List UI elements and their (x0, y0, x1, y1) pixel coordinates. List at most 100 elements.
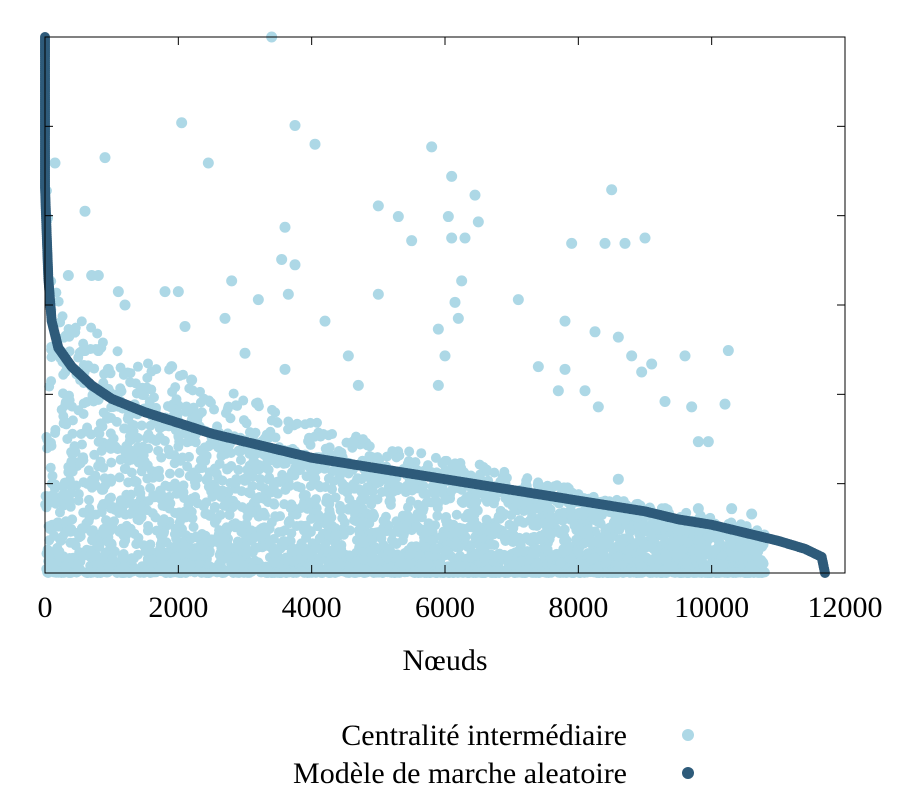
cloud-point (203, 481, 214, 492)
betweenness-point (449, 296, 461, 308)
cloud-point (284, 472, 295, 483)
cloud-point (222, 553, 233, 564)
cloud-point (592, 563, 603, 574)
cloud-point (78, 398, 89, 409)
cloud-point (460, 532, 471, 543)
cloud-point (169, 450, 180, 461)
cloud-point (443, 561, 454, 572)
cloud-point (321, 493, 332, 504)
betweenness-point (62, 270, 74, 282)
cloud-point (342, 487, 353, 498)
cloud-point (158, 528, 169, 539)
cloud-point (343, 468, 354, 479)
betweenness-point (579, 385, 591, 397)
betweenness-point (559, 315, 571, 327)
betweenness-point (252, 294, 264, 306)
cloud-point (120, 447, 131, 458)
cloud-point (249, 449, 260, 460)
cloud-point (47, 489, 58, 500)
cloud-point (186, 533, 197, 544)
cloud-point (493, 549, 504, 560)
cloud-point (50, 498, 61, 509)
cloud-point (284, 515, 295, 526)
cloud-point (499, 534, 510, 545)
betweenness-point (112, 286, 124, 298)
cloud-point (601, 556, 612, 567)
cloud-point (586, 553, 597, 564)
cloud-point (512, 546, 523, 557)
cloud-point (314, 533, 325, 544)
cloud-point (205, 397, 216, 408)
cloud-point (298, 543, 309, 554)
cloud-point (386, 547, 397, 558)
betweenness-point (619, 237, 631, 249)
cloud-point (53, 296, 64, 307)
cloud-point (148, 392, 159, 403)
cloud-point (76, 316, 87, 327)
cloud-point (620, 515, 631, 526)
cloud-point (251, 493, 262, 504)
cloud-point (143, 429, 154, 440)
cloud-point (67, 428, 78, 439)
betweenness-point (432, 323, 444, 335)
cloud-point (403, 502, 414, 513)
cloud-point (300, 489, 311, 500)
cloud-point (440, 494, 451, 505)
cloud-point (109, 504, 120, 515)
cloud-point (432, 497, 443, 508)
cloud-point (300, 521, 311, 532)
cloud-point (157, 500, 168, 511)
cloud-point (232, 400, 243, 411)
cloud-point (286, 528, 297, 539)
cloud-point (237, 527, 248, 538)
cloud-point (305, 417, 316, 428)
cloud-point (161, 537, 172, 548)
cloud-point (174, 370, 185, 381)
cloud-point (133, 457, 144, 468)
betweenness-point (276, 253, 288, 265)
x-tick-label: 0 (38, 591, 53, 624)
cloud-point (326, 562, 337, 573)
cloud-point (185, 560, 196, 571)
cloud-point (426, 535, 437, 546)
cloud-point (495, 508, 506, 519)
cloud-point (87, 534, 98, 545)
cloud-point (251, 564, 262, 575)
betweenness-point (342, 350, 354, 362)
cloud-point (125, 508, 136, 519)
cloud-point (455, 458, 466, 469)
cloud-point (249, 456, 260, 467)
cloud-point (711, 544, 722, 555)
cloud-point (249, 532, 260, 543)
cloud-point (728, 567, 739, 578)
cloud-point (372, 494, 383, 505)
cloud-point (107, 521, 118, 532)
betweenness-point (692, 503, 704, 515)
cloud-point (418, 480, 429, 491)
cloud-point (658, 565, 669, 576)
cloud-point (66, 524, 77, 535)
x-tick-label: 6000 (415, 591, 475, 624)
cloud-point (451, 509, 462, 520)
cloud-point (648, 564, 659, 575)
cloud-point (387, 474, 398, 485)
cloud-point (106, 457, 117, 468)
cloud-point (138, 540, 149, 551)
cloud-point (174, 467, 185, 478)
cloud-point (126, 553, 137, 564)
betweenness-point (636, 366, 648, 378)
betweenness-point (79, 205, 91, 217)
cloud-point (126, 467, 137, 478)
betweenness-point (612, 331, 624, 343)
betweenness-point (559, 363, 571, 375)
cloud-point (96, 506, 107, 517)
cloud-point (103, 496, 114, 507)
cloud-point (614, 524, 625, 535)
legend-entry-betweenness: Centralité intermédiaire (341, 719, 627, 752)
cloud-point (197, 528, 208, 539)
cloud-point (404, 446, 415, 457)
cloud-point (364, 450, 375, 461)
betweenness-point (472, 216, 484, 228)
cloud-point (269, 557, 280, 568)
